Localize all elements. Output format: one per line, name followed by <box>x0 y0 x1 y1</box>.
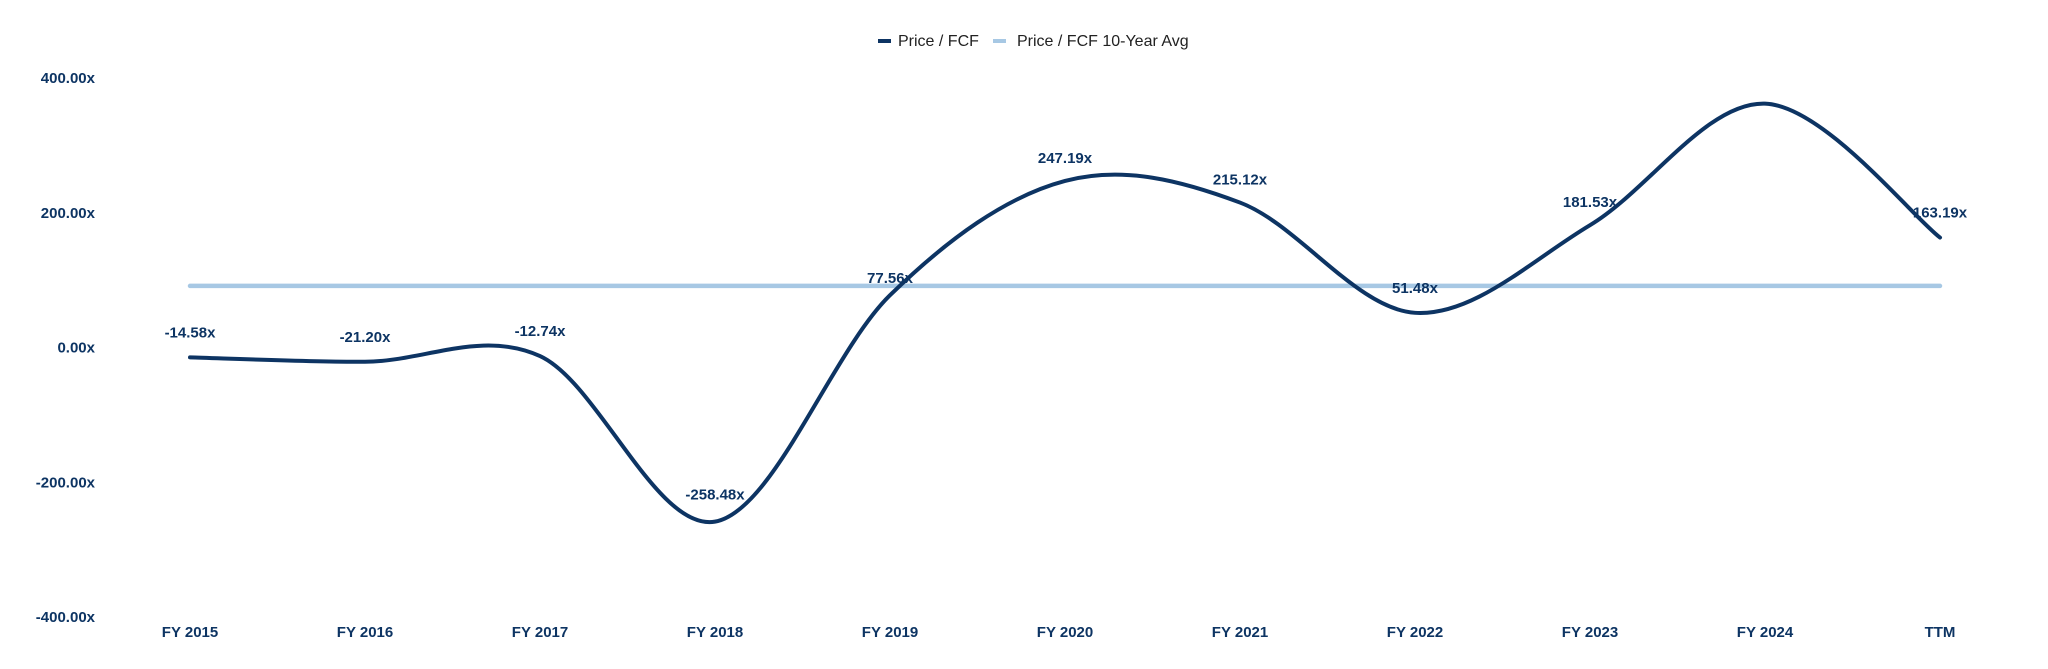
data-point-price-fcf-2[interactable] <box>537 353 543 359</box>
data-point-price-fcf-4[interactable] <box>887 292 893 298</box>
legend-label-price-fcf[interactable]: Price / FCF <box>898 33 979 50</box>
x-axis: FY 2015 FY 2016 FY 2017 FY 2018 FY 2019 FY 20… <box>162 624 1956 641</box>
x-tick-label: FY 2024 <box>1737 624 1794 641</box>
data-point-price-fcf-0[interactable] <box>187 354 193 360</box>
chart-legend: Price / FCF Price / FCF 10-Year Avg <box>878 33 1189 50</box>
data-label: 51.48x <box>1392 280 1439 297</box>
x-tick-label: FY 2020 <box>1037 624 1093 641</box>
x-tick-label: FY 2015 <box>162 624 218 641</box>
data-point-price-fcf-7[interactable] <box>1412 310 1418 316</box>
y-tick-label: 200.00x <box>41 205 96 222</box>
y-tick-label: -400.00x <box>36 609 96 626</box>
data-labels: -14.58x -21.20x -12.74x -258.48x 77.56x 247.1… <box>165 150 1968 504</box>
data-label: 163.19x <box>1913 205 1968 222</box>
data-label: -14.58x <box>165 324 217 341</box>
data-label: 247.19x <box>1038 150 1093 167</box>
data-point-price-fcf-1[interactable] <box>362 359 368 365</box>
y-tick-label: 0.00x <box>57 340 95 357</box>
data-point-price-fcf-10-year-avg-1[interactable] <box>362 283 368 289</box>
y-tick-label: -200.00x <box>36 474 96 491</box>
data-label: -258.48x <box>685 487 745 504</box>
series-layer <box>187 101 1943 525</box>
x-tick-label: FY 2017 <box>512 624 568 641</box>
series-line-price-fcf <box>188 101 1942 524</box>
data-label: -21.20x <box>340 329 392 346</box>
data-point-price-fcf-6[interactable] <box>1237 200 1243 206</box>
x-tick-label: FY 2021 <box>1212 624 1268 641</box>
data-point-price-fcf-10-year-avg-9[interactable] <box>1762 283 1768 289</box>
y-axis: 400.00x 200.00x 0.00x -200.00x -400.00x <box>36 70 96 626</box>
data-point-price-fcf-10[interactable] <box>1937 235 1943 241</box>
data-point-price-fcf-10-year-avg-10[interactable] <box>1937 283 1943 289</box>
data-point-price-fcf-10-year-avg-6[interactable] <box>1237 283 1243 289</box>
data-point-price-fcf-9[interactable] <box>1762 101 1768 107</box>
data-label: 181.53x <box>1563 194 1618 211</box>
y-tick-label: 400.00x <box>41 70 96 87</box>
data-label: 77.56x <box>867 270 914 287</box>
data-label: -12.74x <box>515 323 567 340</box>
data-point-price-fcf-10-year-avg-3[interactable] <box>712 283 718 289</box>
legend-label-price-fcf-10-year-avg[interactable]: Price / FCF 10-Year Avg <box>1017 33 1189 50</box>
data-point-price-fcf-10-year-avg-0[interactable] <box>187 283 193 289</box>
data-point-price-fcf-10-year-avg-8[interactable] <box>1587 283 1593 289</box>
x-tick-label: FY 2016 <box>337 624 393 641</box>
data-point-price-fcf-8[interactable] <box>1587 222 1593 228</box>
data-point-price-fcf-10-year-avg-2[interactable] <box>537 283 543 289</box>
x-tick-label: TTM <box>1925 624 1956 641</box>
data-point-price-fcf-10-year-avg-5[interactable] <box>1062 283 1068 289</box>
data-point-price-fcf-3[interactable] <box>712 519 718 525</box>
data-label: 215.12x <box>1213 172 1268 189</box>
x-tick-label: FY 2018 <box>687 624 743 641</box>
data-point-price-fcf-5[interactable] <box>1062 178 1068 184</box>
x-tick-label: FY 2019 <box>862 624 918 641</box>
x-tick-label: FY 2022 <box>1387 624 1443 641</box>
x-tick-label: FY 2023 <box>1562 624 1618 641</box>
